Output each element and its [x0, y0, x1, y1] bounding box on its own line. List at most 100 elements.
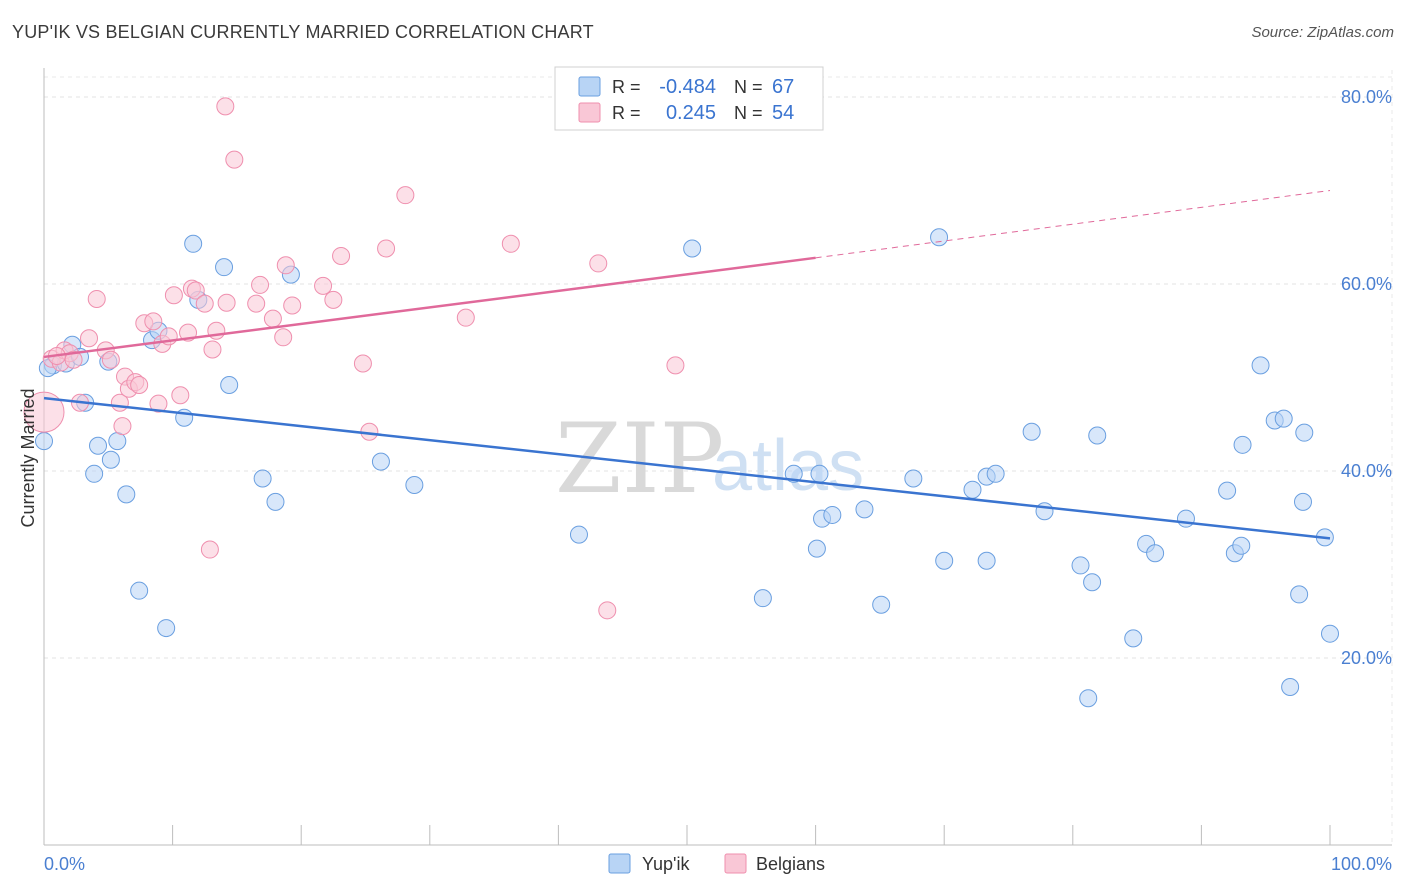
belgians-point [247, 294, 266, 313]
yupik-point [683, 239, 702, 258]
yupik-point [1232, 536, 1251, 555]
yupik-point [569, 525, 588, 544]
legend-swatch-belgians [724, 853, 747, 874]
yupik-point [1290, 585, 1309, 604]
legend-swatch-belgians [578, 102, 601, 123]
yupik-point [184, 234, 203, 253]
yupik-point [1295, 423, 1314, 442]
yupik-point [405, 476, 424, 495]
belgians-point [332, 246, 351, 265]
belgians-point [353, 354, 372, 373]
yupik-point [157, 619, 176, 638]
legend-swatch-yupik [578, 76, 601, 97]
trendlines [43, 190, 1331, 540]
yupik-point [215, 258, 234, 277]
legend-r-label: R = [612, 103, 641, 123]
yupik-point [1071, 556, 1090, 575]
yupik-point [823, 505, 842, 524]
yupik-point [977, 551, 996, 570]
y-axis-title: Currently Married [18, 388, 38, 527]
source-note: Source: ZipAtlas.com [1251, 24, 1394, 41]
legend-n-value-belgians: 54 [772, 102, 794, 124]
legend-label-belgians: Belgians [756, 854, 825, 874]
yupik-point [930, 228, 949, 247]
yupik-point [85, 464, 104, 483]
tick-labels: 20.0% 40.0% 60.0% 80.0% 0.0% 100.0% [44, 87, 1392, 874]
yupik-point [1124, 629, 1143, 648]
belgians-point [149, 394, 168, 413]
trendline-yupik [43, 396, 1331, 540]
belgians-point [101, 350, 120, 369]
yupik-point [108, 432, 127, 451]
watermark: ZIP atlas [555, 403, 864, 515]
belgians-point [589, 254, 608, 273]
chart-title: YUP'IK VS BELGIAN CURRENTLY MARRIED CORR… [12, 22, 594, 42]
legend-n-label: N = [734, 77, 763, 97]
yupik-point [1146, 544, 1165, 563]
belgians-point [113, 417, 132, 436]
x-tick-label: 0.0% [44, 854, 85, 874]
yupik-point [35, 432, 53, 451]
yupik-point [220, 375, 239, 394]
stats-legend: R = -0.484 N = 67 R = 0.245 N = 54 [554, 66, 824, 131]
belgians-point [263, 309, 282, 328]
y-tick-label: 60.0% [1341, 274, 1392, 294]
watermark-zip: ZIP [555, 403, 724, 515]
yupik-point [1022, 422, 1041, 441]
yupik-point [253, 469, 272, 488]
yupik-point [266, 492, 285, 511]
belgians-point [276, 256, 295, 275]
data-points [23, 97, 1339, 708]
belgians-point [195, 294, 214, 313]
yupik-point [1035, 502, 1054, 521]
yupik-point [101, 450, 120, 469]
yupik-point [1321, 624, 1339, 643]
belgians-point [456, 308, 475, 327]
belgians-point [203, 340, 222, 359]
yupik-point [1176, 509, 1195, 528]
belgians-point [396, 186, 415, 205]
yupik-point [904, 469, 923, 488]
belgians-point [200, 540, 219, 559]
belgians-point [377, 239, 396, 258]
y-tick-label: 80.0% [1341, 87, 1392, 107]
yupik-point [1083, 573, 1102, 592]
belgians-point [64, 350, 83, 369]
belgians-point [501, 234, 520, 253]
y-tick-label: 40.0% [1341, 461, 1392, 481]
belgians-point [171, 386, 190, 405]
yupik-point [1218, 481, 1237, 500]
yupik-point [784, 464, 803, 483]
yupik-point [855, 500, 874, 519]
yupik-point [117, 485, 136, 504]
legend-r-value-yupik: -0.484 [659, 76, 716, 98]
belgians-point [598, 601, 617, 620]
belgians-point [144, 312, 163, 331]
watermark-atlas: atlas [712, 426, 864, 506]
yupik-point [872, 595, 891, 614]
belgians-point [23, 391, 65, 433]
belgians-point [666, 356, 685, 375]
belgians-point [251, 275, 270, 294]
yupik-point [130, 581, 149, 600]
yupik-point [1251, 356, 1270, 375]
yupik-point [935, 551, 954, 570]
yupik-point [753, 589, 772, 608]
axes [43, 68, 1392, 846]
belgians-point [80, 329, 99, 348]
series-legend: Yup'ik Belgians [608, 853, 825, 874]
yupik-point [1293, 492, 1312, 511]
legend-swatch-yupik [608, 853, 631, 874]
belgians-point [217, 293, 236, 312]
legend-n-label: N = [734, 103, 763, 123]
belgians-point [274, 328, 293, 347]
yupik-point [1233, 435, 1252, 454]
yupik-point [963, 480, 982, 499]
legend-r-value-belgians: 0.245 [666, 102, 716, 124]
belgians-point [225, 150, 244, 169]
belgians-point [164, 286, 183, 305]
belgians-point [314, 276, 333, 295]
yupik-point [371, 452, 390, 471]
yupik-point [1079, 689, 1098, 708]
legend-r-label: R = [612, 77, 641, 97]
